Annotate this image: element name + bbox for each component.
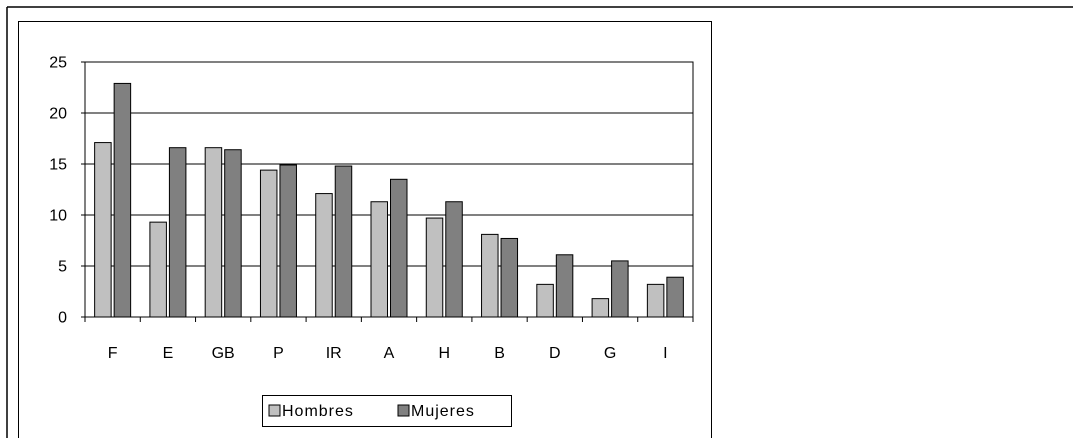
bar-mujeres-b: [500, 237, 519, 318]
x-tick-label-a: A: [384, 345, 395, 362]
bar-mujeres-g: [611, 260, 629, 318]
bar-hombres-gb: [204, 147, 223, 318]
x-tick-label-e: E: [163, 345, 174, 362]
bar-hombres-i: [646, 283, 665, 318]
x-tick-label-b: B: [494, 345, 505, 362]
bar-mujeres-i: [666, 276, 684, 318]
legend-label-mujeres: Mujeres: [411, 403, 475, 420]
bar-mujeres-gb: [224, 149, 242, 318]
y-tick-label-5: 5: [58, 259, 67, 276]
x-tick-label-g: G: [604, 345, 616, 362]
bar-hombres-p: [259, 169, 278, 318]
x-tick-labels: F E GB P IR A H B D G I: [108, 345, 668, 362]
x-tick-label-f: F: [108, 345, 118, 362]
bar-hombres-a: [370, 201, 388, 318]
bar-hombres-d: [536, 283, 554, 318]
legend-swatch-hombres: [268, 404, 281, 417]
x-tick-label-h: H: [438, 345, 450, 362]
y-tick-label-20: 20: [49, 106, 67, 123]
y-tick-label-25: 25: [49, 55, 67, 72]
x-tick-label-d: D: [549, 345, 561, 362]
y-tick-labels: 0 5 10 15 20 25: [49, 55, 67, 327]
axes: [81, 61, 694, 322]
bars: [94, 82, 684, 318]
legend-box: [262, 395, 512, 427]
legend-swatch-mujeres: [397, 404, 410, 417]
y-tick-label-10: 10: [49, 208, 67, 225]
bar-mujeres-h: [445, 201, 463, 318]
y-tick-label-0: 0: [58, 310, 67, 327]
bar-hombres-e: [149, 221, 167, 318]
x-tick-label-p: P: [273, 345, 284, 362]
bar-mujeres-ir: [334, 165, 353, 318]
legend-label-hombres: Hombres: [282, 403, 354, 420]
bar-mujeres-a: [390, 178, 408, 318]
bar-hombres-h: [425, 217, 444, 318]
bar-hombres-b: [481, 233, 499, 318]
bar-hombres-f: [94, 142, 112, 318]
bar-mujeres-p: [279, 164, 297, 318]
bar-hombres-ir: [315, 193, 333, 318]
bar-hombres-g: [591, 298, 610, 318]
x-tick-label-i: I: [663, 345, 667, 362]
x-tick-label-gb: GB: [212, 345, 235, 362]
y-tick-label-15: 15: [49, 157, 67, 174]
x-tick-label-ir: IR: [326, 345, 342, 362]
legend: Hombres Mujeres: [262, 395, 512, 427]
bar-mujeres-d: [555, 254, 574, 318]
bar-mujeres-e: [168, 147, 187, 318]
bar-mujeres-f: [113, 82, 132, 318]
